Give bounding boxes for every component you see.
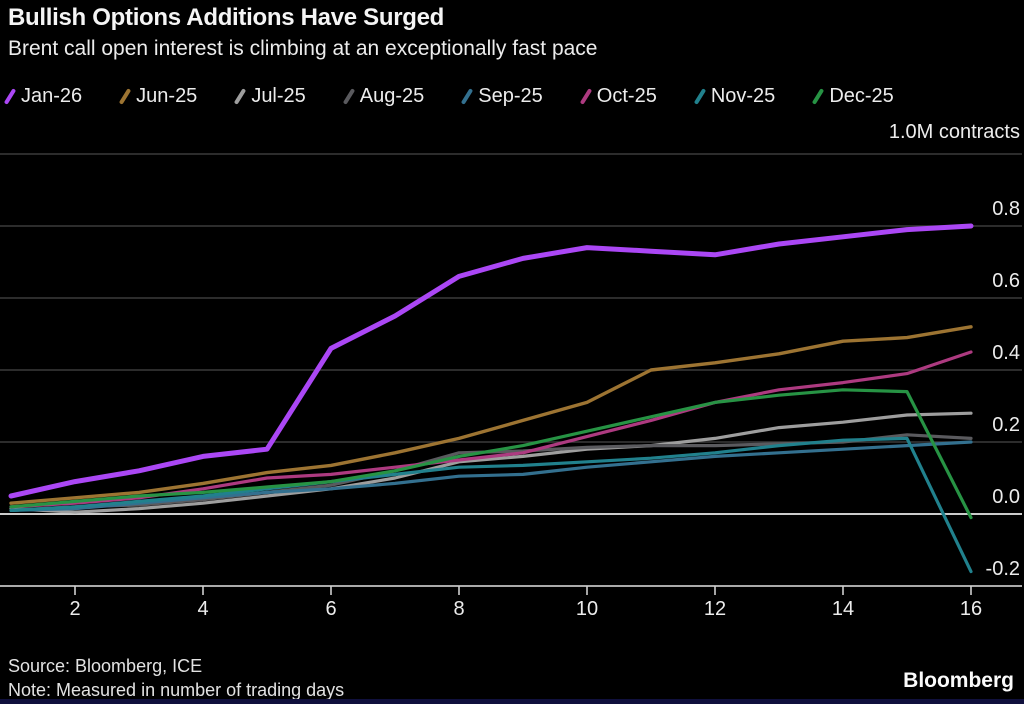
y-axis-label-0.2: 0.2 [992,414,1020,436]
source-text: Source: Bloomberg, ICE [8,656,203,676]
series-line-jun-25 [9,325,973,505]
legend: Jan-26 Jun-25 Jul-25 Aug-25 Sep-25 Oct-25 Nov-… [3,85,1020,108]
chart-title: Bullish Options Additions Have Surged [8,4,445,31]
y-axis-label-0.0: 0.0 [992,486,1020,508]
y-axis-label-0.6: 0.6 [992,270,1020,292]
series-line-dec-25 [9,388,973,520]
legend-label: Oct-25 [596,85,657,107]
legend-label: Jan-26 [21,85,83,107]
y-axis-label--0.2: -0.2 [986,558,1020,580]
chart-subtitle: Brent call open interest is climbing at … [8,37,598,60]
x-axis-label-12: 12 [704,598,726,620]
legend-item-jun-25[interactable]: Jun-25 [118,85,198,108]
legend-item-aug-25[interactable]: Aug-25 [342,85,425,108]
x-axis-label-14: 14 [832,598,854,620]
x-axis-label-16: 16 [960,598,982,620]
x-axis-label-8: 8 [453,598,464,620]
series-line-jan-26 [8,223,974,499]
legend-label: Jun-25 [136,85,198,107]
y-axis-label-0.4: 0.4 [992,342,1020,364]
x-axis-label-6: 6 [325,598,336,620]
legend-item-dec-25[interactable]: Dec-25 [812,85,894,108]
legend-item-jul-25[interactable]: Jul-25 [234,85,306,108]
series-line-sep-25 [9,440,973,512]
x-axis-label-10: 10 [576,598,598,620]
y-axis-label-0.8: 0.8 [992,198,1020,220]
x-axis-label-4: 4 [197,598,208,620]
legend-label: Sep-25 [478,85,543,107]
legend-label: Jul-25 [251,85,306,107]
legend-item-nov-25[interactable]: Nov-25 [693,85,776,108]
bottom-border-strip [0,699,1024,704]
legend-item-sep-25[interactable]: Sep-25 [461,85,543,108]
legend-item-oct-25[interactable]: Oct-25 [579,85,657,108]
legend-label: Nov-25 [710,85,776,107]
x-axis-label-2: 2 [69,598,80,620]
series-line-nov-25 [9,436,973,574]
legend-item-jan-26[interactable]: Jan-26 [3,85,83,108]
note-text: Note: Measured in number of trading days [8,680,345,700]
bloomberg-logo: Bloomberg [903,669,1014,692]
series-line-jul-25 [9,411,973,514]
legend-label: Dec-25 [829,85,894,107]
axis-unit-label: 1.0M contracts [888,121,1020,143]
legend-label: Aug-25 [359,85,425,107]
